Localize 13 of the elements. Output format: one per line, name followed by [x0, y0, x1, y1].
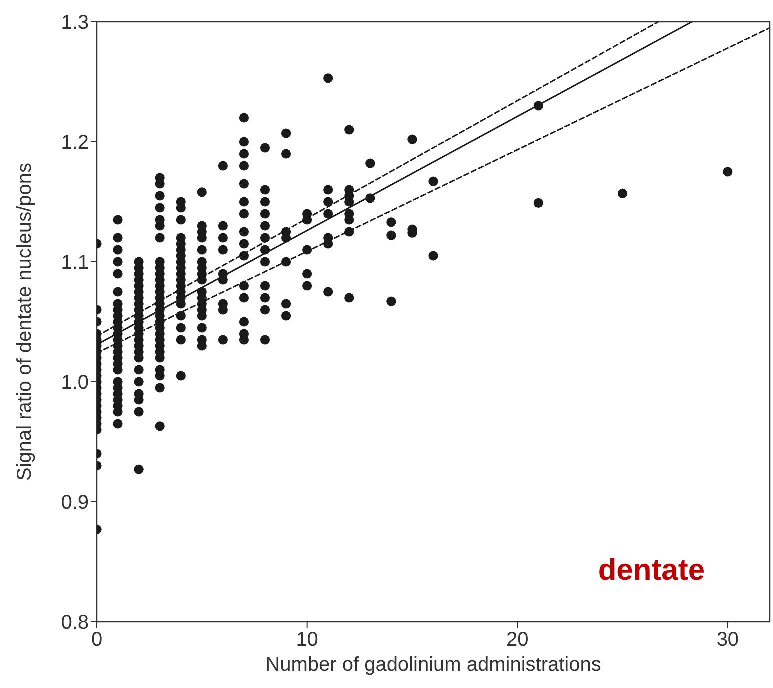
x-tick-label: 0	[91, 629, 103, 651]
x-tick-label: 30	[716, 629, 740, 651]
x-tick-label: 10	[296, 629, 318, 651]
y-axis-title: Signal ratio of dentate nucleus/pons	[14, 163, 36, 481]
y-tick-label: 1.3	[61, 12, 89, 34]
annotation: dentate	[598, 554, 705, 587]
x-axis-title: Number of gadolinium administrations	[266, 654, 602, 676]
y-tick-label: 0.9	[61, 492, 89, 514]
y-tick-label: 0.8	[61, 612, 89, 634]
y-tick-label: 1.0	[61, 372, 89, 394]
x-tick-label: 20	[506, 629, 529, 651]
y-tick-label: 1.1	[61, 252, 89, 274]
y-tick-label: 1.2	[61, 132, 89, 154]
